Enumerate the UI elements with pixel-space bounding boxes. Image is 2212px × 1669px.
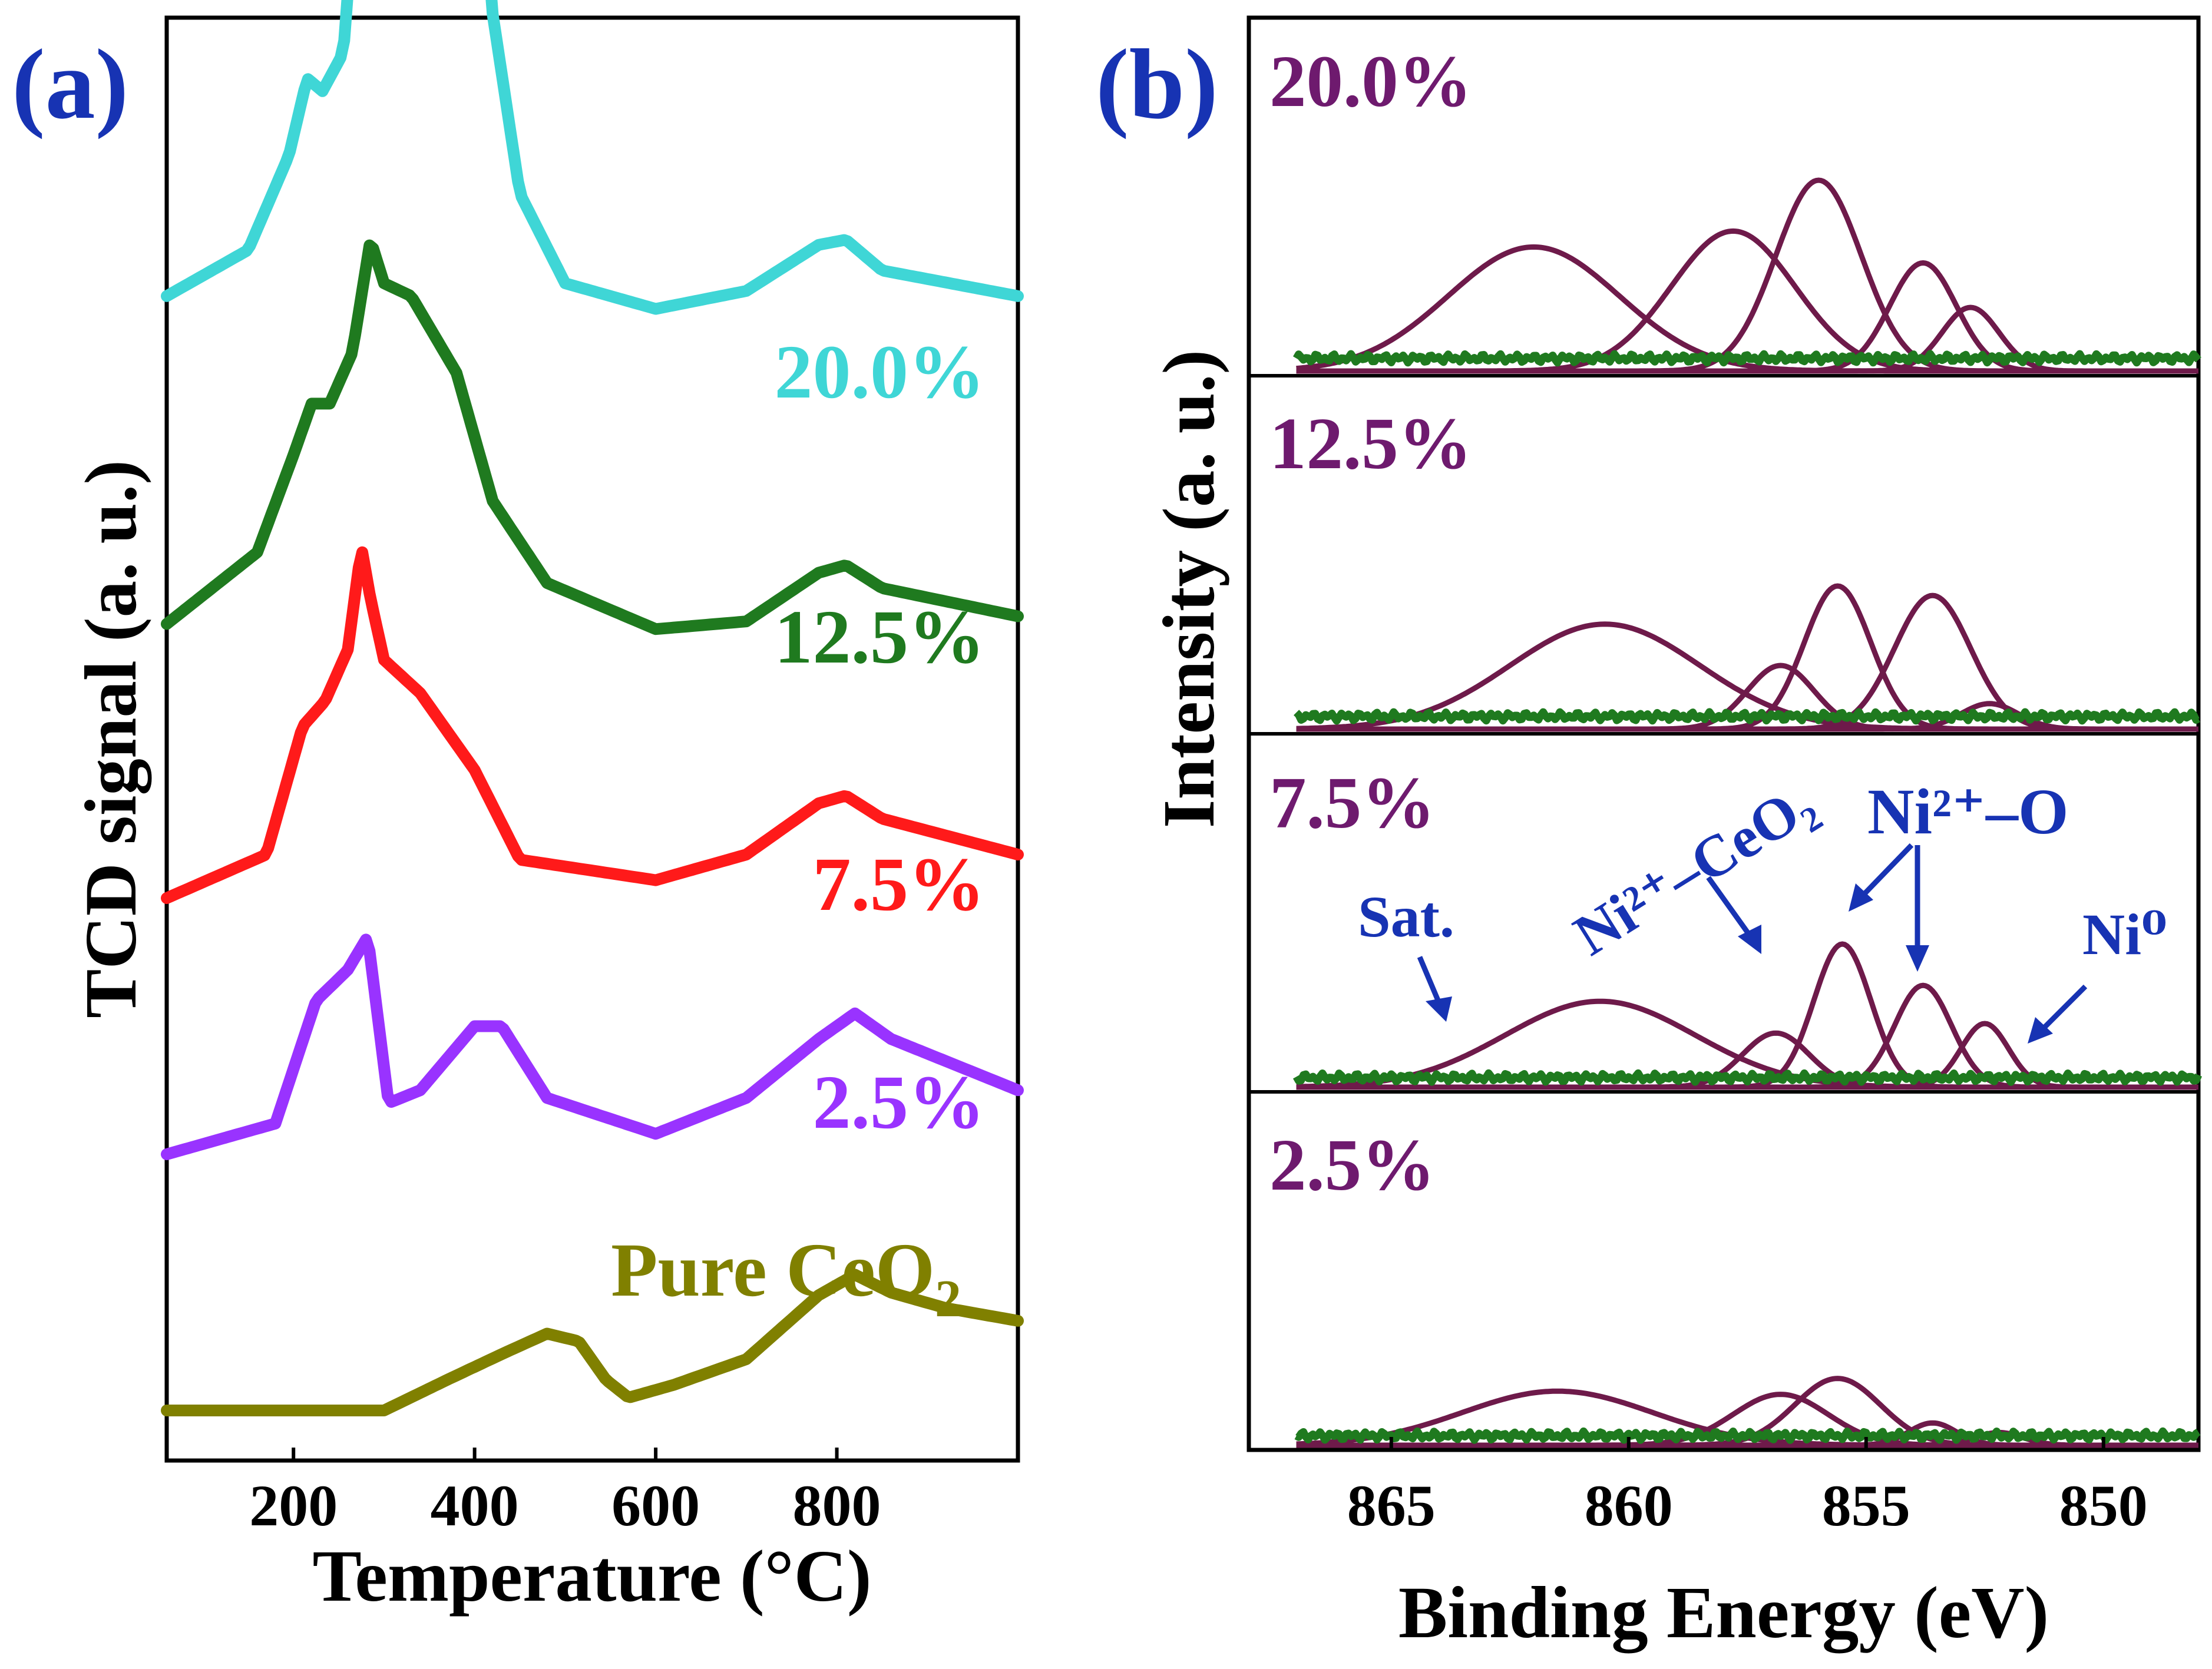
tcd-series-4 xyxy=(161,1269,1024,1416)
series-label-2-5: 2.5% xyxy=(813,1060,986,1145)
tcd-series-1 xyxy=(161,239,1024,635)
b-x-tick-label-3: 850 xyxy=(2059,1473,2148,1538)
annotation-ni-ceo2: Ni²⁺–CeO₂ xyxy=(1563,770,1826,968)
series-label-20: 20.0% xyxy=(775,330,986,415)
panel-a: (a) 200 400 600 800 Temperature (°C) TCD si… xyxy=(12,0,1024,1617)
subpanel-label-12-5: 12.5% xyxy=(1269,403,1472,485)
b-x-tick-label-2: 855 xyxy=(1822,1473,1910,1538)
annotation-ni0: Ni⁰ xyxy=(2082,902,2167,967)
pure-ceo2-text: Pure CeO xyxy=(611,1228,935,1313)
tcd-series-0 xyxy=(161,0,1024,315)
annotation-ni-o: Ni²⁺–O xyxy=(1867,776,2069,847)
xps-envelope-2 xyxy=(1292,1069,2202,1086)
a-x-tick-label-0: 200 xyxy=(249,1473,338,1538)
panel-b-x-ticks: 865 860 855 850 xyxy=(1347,1437,2148,1538)
annotation-sat: Sat. xyxy=(1358,884,1454,949)
xps-envelope-0 xyxy=(1292,350,2201,367)
tcd-series-3 xyxy=(161,933,1024,1160)
panel-a-x-ticks: 200 400 600 800 xyxy=(249,1448,881,1538)
fit-peak-3-4 xyxy=(1296,1429,2198,1448)
panel-b-x-axis-title: Binding Energy (eV) xyxy=(1398,1572,2049,1654)
a-x-tick-label-1: 400 xyxy=(431,1473,519,1538)
subpanel-label-2-5: 2.5% xyxy=(1269,1125,1435,1206)
a-x-tick-label-2: 600 xyxy=(611,1473,700,1538)
subpanel-label-20: 20.0% xyxy=(1269,41,1472,122)
panel-b-envelopes xyxy=(1292,350,2202,1444)
fit-peak-2-2 xyxy=(1296,941,2198,1090)
series-label-pure-ceo2: Pure CeO2 xyxy=(611,1228,961,1328)
panel-a-traces xyxy=(161,0,1024,1416)
arrow-ni-o-left xyxy=(1856,843,1914,902)
panel-a-plot-frame xyxy=(164,15,1020,1463)
subpanel-label-7-5: 7.5% xyxy=(1269,763,1435,844)
panel-b-fit-curves xyxy=(1296,177,2198,1448)
arrowhead-sat xyxy=(1426,996,1452,1022)
arrow-ni-ceo2 xyxy=(1706,876,1755,941)
xps-envelope-1 xyxy=(1294,708,2201,725)
panel-a-label: (a) xyxy=(12,29,128,140)
arrowhead-ni-ceo2 xyxy=(1738,925,1761,954)
arrowhead-ni-o-right xyxy=(1906,945,1929,972)
series-label-12-5: 12.5% xyxy=(775,595,986,680)
arrowhead-ni0 xyxy=(2028,1017,2053,1044)
fit-peak-0-2 xyxy=(1296,177,2198,374)
series-label-7-5: 7.5% xyxy=(813,842,986,927)
panel-a-y-axis-title: TCD signal (a. u.) xyxy=(71,460,152,1018)
fit-peak-1-4 xyxy=(1296,701,2198,732)
annotations: Sat. Ni²⁺–CeO₂ Ni²⁺–O Ni⁰ xyxy=(1358,770,2167,1044)
pure-ceo2-subscript: 2 xyxy=(935,1270,961,1328)
tcd-series-2 xyxy=(161,546,1024,904)
panel-a-x-axis-title: Temperature (°C) xyxy=(312,1536,871,1617)
b-x-tick-label-1: 860 xyxy=(1585,1473,1673,1538)
arrow-ni0 xyxy=(2036,984,2088,1036)
arrowhead-ni-o-left xyxy=(1849,883,1873,912)
a-x-tick-label-3: 800 xyxy=(793,1473,881,1538)
fit-peak-0-1 xyxy=(1296,228,2198,374)
b-x-tick-label-0: 865 xyxy=(1347,1473,1436,1538)
panel-b-y-axis-title: Intensity (a. u.) xyxy=(1149,350,1230,829)
xps-envelope-3 xyxy=(1294,1427,2201,1444)
fit-peak-0-4 xyxy=(1296,304,2198,374)
panel-b: (b) 865 860 855 850 20.0% 12.5% 7.5% 2.5% S… xyxy=(1096,15,2202,1654)
panel-b-label: (b) xyxy=(1096,29,1218,140)
fit-peak-2-4 xyxy=(1296,1021,2198,1090)
